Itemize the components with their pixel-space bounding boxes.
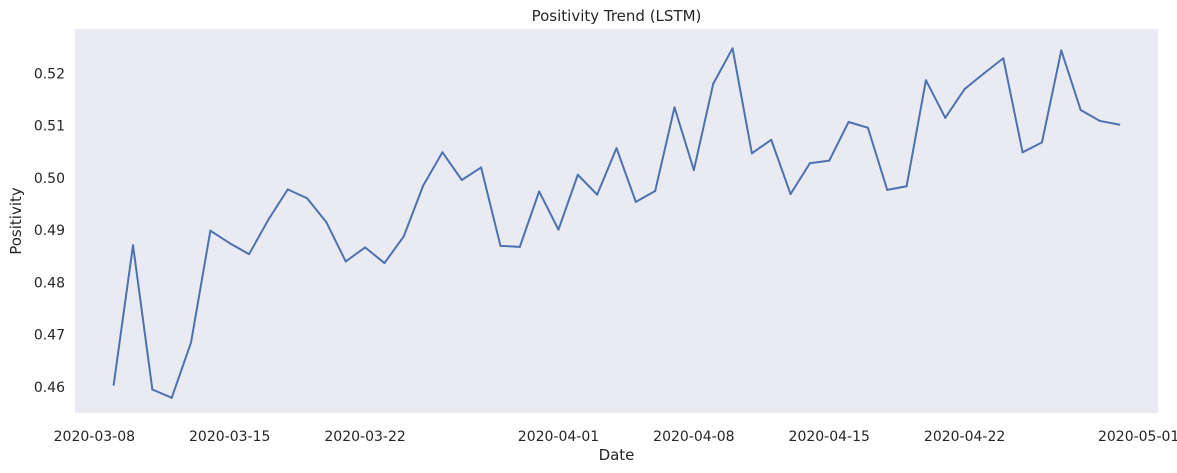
x-tick-label: 2020-05-01	[1098, 429, 1177, 445]
data-point	[963, 88, 966, 91]
data-point	[1021, 151, 1024, 154]
data-point	[132, 244, 135, 247]
data-point	[634, 200, 637, 203]
data-point	[866, 126, 869, 129]
data-point	[248, 253, 251, 256]
chart-title: Positivity Trend (LSTM)	[532, 7, 702, 25]
y-axis-ticks: 0.46 0.47 0.48 0.49 0.50 0.51 0.52	[34, 66, 65, 395]
x-tick-label: 2020-04-08	[653, 429, 734, 445]
data-point	[209, 229, 212, 232]
y-tick-label: 0.46	[34, 380, 65, 396]
series-layer	[112, 47, 1121, 399]
data-point	[422, 184, 425, 187]
data-point	[190, 341, 193, 344]
data-point	[712, 82, 715, 85]
data-point	[673, 106, 676, 109]
data-point	[306, 197, 309, 200]
data-point	[615, 147, 618, 150]
data-point	[1040, 141, 1043, 144]
data-point	[325, 221, 328, 224]
x-axis-ticks: 2020-03-08 2020-03-15 2020-03-22 2020-04-01…	[54, 429, 1177, 445]
y-tick-label: 0.47	[34, 328, 65, 344]
data-point	[112, 383, 115, 386]
data-point	[538, 190, 541, 193]
data-point	[654, 189, 657, 192]
y-axis-label: Positivity	[7, 187, 25, 255]
data-point	[383, 262, 386, 265]
data-point	[364, 246, 367, 249]
y-tick-label: 0.50	[34, 171, 65, 187]
data-point	[228, 242, 231, 245]
data-point	[460, 178, 463, 181]
data-point	[808, 162, 811, 165]
data-point	[402, 235, 405, 238]
data-point	[886, 188, 889, 191]
data-point	[170, 396, 173, 399]
data-point	[731, 47, 734, 50]
data-point	[151, 388, 154, 391]
data-point	[789, 193, 792, 196]
y-tick-label: 0.51	[34, 119, 65, 135]
data-point	[1002, 57, 1005, 60]
data-point	[576, 173, 579, 176]
data-point	[480, 166, 483, 169]
data-point	[828, 159, 831, 162]
x-axis-label: Date	[599, 446, 635, 464]
data-point	[441, 151, 444, 154]
y-tick-label: 0.52	[34, 66, 65, 82]
data-point	[924, 79, 927, 82]
data-point	[596, 193, 599, 196]
data-point	[692, 169, 695, 172]
x-tick-label: 2020-03-22	[324, 429, 405, 445]
data-point	[1079, 108, 1082, 111]
data-point	[557, 228, 560, 231]
data-point	[267, 218, 270, 221]
data-point	[982, 72, 985, 75]
x-tick-label: 2020-04-22	[924, 429, 1005, 445]
plot-area	[75, 29, 1158, 413]
y-tick-label: 0.48	[34, 275, 65, 291]
data-point	[944, 116, 947, 119]
data-point	[1060, 49, 1063, 52]
x-tick-label: 2020-04-01	[518, 429, 599, 445]
data-point	[344, 260, 347, 263]
data-point	[750, 152, 753, 155]
y-tick-label: 0.49	[34, 223, 65, 239]
data-point	[1098, 119, 1101, 122]
x-tick-label: 2020-03-08	[54, 429, 135, 445]
data-point	[286, 188, 289, 191]
data-point	[847, 120, 850, 123]
data-point	[905, 185, 908, 188]
x-tick-label: 2020-03-15	[189, 429, 270, 445]
x-tick-label: 2020-04-15	[789, 429, 870, 445]
data-point	[499, 244, 502, 247]
data-point	[1118, 123, 1121, 126]
data-point	[770, 138, 773, 141]
data-point	[518, 245, 521, 248]
